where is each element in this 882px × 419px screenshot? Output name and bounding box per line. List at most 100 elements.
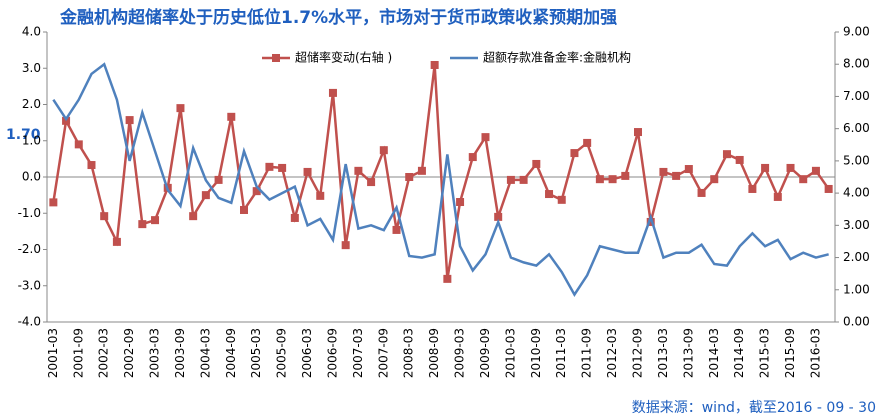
point-marker (341, 241, 350, 250)
point-marker (240, 205, 248, 214)
y2-tick-label: 2.00 (843, 250, 870, 264)
legend-label: 超储率变动(右轴 ) (295, 50, 392, 65)
y2-tick-label: 6.00 (843, 121, 870, 135)
point-marker (494, 212, 503, 221)
x-tick-label: 2008-03 (402, 328, 416, 378)
point-marker (405, 173, 414, 181)
x-tick-label: 2011-03 (554, 328, 568, 378)
y-tick-label: 3.0 (22, 61, 41, 75)
y-tick-label: 2.0 (22, 97, 41, 111)
point-marker (74, 140, 83, 149)
legend-marker (272, 54, 280, 62)
x-tick-label: 2012-03 (605, 328, 619, 378)
y2-tick-label: 1.00 (843, 282, 870, 296)
point-marker (328, 88, 337, 97)
point-marker (303, 167, 312, 176)
point-marker (227, 112, 236, 121)
x-tick-label: 2010-09 (529, 328, 543, 378)
point-marker (443, 274, 452, 283)
point-marker (176, 104, 185, 113)
point-marker (138, 220, 147, 229)
point-marker (367, 178, 376, 187)
point-marker (684, 165, 693, 174)
x-tick-label: 2006-09 (325, 328, 339, 378)
point-marker (290, 213, 299, 222)
point-marker (278, 163, 287, 172)
point-marker (722, 150, 731, 159)
x-tick-label: 2008-09 (427, 328, 441, 378)
point-marker (456, 198, 465, 207)
y2-tick-label: 9.00 (843, 25, 870, 39)
point-marker (646, 217, 655, 226)
point-marker (697, 188, 706, 197)
point-marker (252, 187, 261, 196)
x-tick-label: 2004-03 (198, 328, 212, 378)
annotation: 1.70 (6, 127, 41, 143)
chart-title: 金融机构超储率处于历史低位1.7%水平，市场对于货币政策收紧预期加强 (59, 7, 617, 28)
x-tick-label: 2012-09 (631, 328, 645, 378)
point-marker (799, 175, 808, 184)
x-tick-label: 2007-09 (376, 328, 390, 378)
x-tick-label: 2009-09 (478, 328, 492, 378)
series-line (52, 64, 830, 280)
x-tick-label: 2003-03 (148, 328, 162, 378)
point-marker (189, 212, 198, 221)
x-tick-label: 2011-09 (580, 328, 594, 378)
source: 数据来源：wind，截至2016 - 09 - 30 (632, 400, 876, 416)
point-marker (379, 146, 388, 155)
y-tick-label: -4.0 (18, 315, 41, 329)
x-tick-label: 2016-03 (808, 328, 822, 378)
point-marker (595, 175, 604, 184)
point-marker (151, 216, 160, 225)
y2-tick-label: 5.00 (843, 153, 870, 167)
point-marker (748, 184, 757, 193)
point-marker (125, 116, 134, 125)
x-tick-label: 2014-03 (707, 328, 721, 378)
point-marker (608, 175, 617, 184)
y2-tick-label: 0.00 (843, 315, 870, 329)
series-line (52, 62, 829, 298)
x-tick-label: 2002-03 (97, 328, 111, 378)
point-marker (316, 191, 325, 200)
x-tick-label: 2007-03 (351, 328, 365, 378)
point-marker (545, 190, 554, 199)
y-tick-label: 4.0 (22, 25, 41, 39)
x-tick-label: 2009-03 (453, 328, 467, 378)
x-tick-label: 2015-03 (758, 328, 772, 378)
point-marker (532, 159, 541, 168)
y-tick-label: -3.0 (18, 278, 41, 292)
point-marker (354, 166, 363, 175)
x-tick-label: 2014-09 (732, 328, 746, 378)
point-marker (87, 161, 96, 170)
x-tick-label: 2006-03 (300, 328, 314, 378)
x-tick-label: 2005-03 (249, 328, 263, 378)
x-tick-label: 2013-09 (681, 328, 695, 378)
point-marker (265, 162, 274, 171)
y2-tick-label: 7.00 (843, 89, 870, 103)
point-marker (735, 155, 744, 164)
point-marker (468, 153, 477, 162)
x-tick-label: 2001-03 (46, 328, 60, 378)
point-marker (659, 167, 668, 176)
x-tick-label: 2002-09 (122, 328, 136, 378)
point-marker (430, 60, 439, 69)
point-marker (786, 163, 795, 172)
point-marker (634, 128, 642, 137)
x-tick-label: 2015-09 (783, 328, 797, 378)
point-marker (811, 166, 820, 175)
x-tick-label: 2010-03 (503, 328, 517, 378)
x-tick-label: 2013-03 (656, 328, 670, 378)
y2-tick-label: 8.00 (843, 57, 870, 71)
point-marker (417, 166, 426, 175)
y-tick-label: 0.0 (22, 170, 41, 184)
legend-label: 超额存款准备金率:金融机构 (483, 50, 631, 65)
point-marker (112, 237, 121, 246)
x-tick-label: 2003-09 (173, 328, 187, 378)
y-tick-label: 1.0 (22, 133, 41, 147)
x-tick-label: 2004-09 (224, 328, 238, 378)
point-marker (557, 195, 566, 204)
point-marker (824, 184, 833, 193)
point-marker (214, 175, 223, 184)
point-marker (201, 191, 210, 200)
